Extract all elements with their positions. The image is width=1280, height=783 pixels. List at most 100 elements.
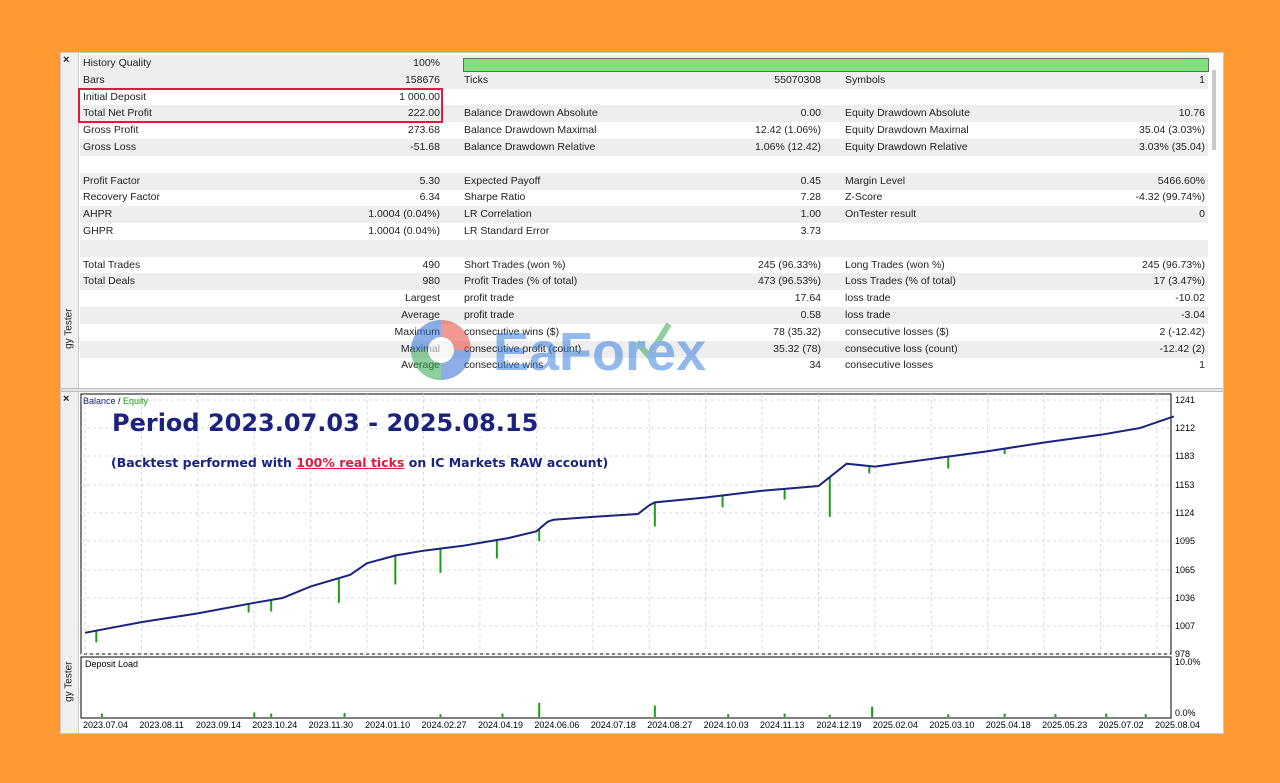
stat-value: 1 000.00 xyxy=(399,90,440,103)
stat-label: profit trade xyxy=(464,292,515,305)
stat-label: Gross Profit xyxy=(83,124,139,137)
stat-label: OnTester result xyxy=(845,208,917,221)
x-tick-label: 2023.10.24 xyxy=(252,720,297,730)
stat-value: 0.00 xyxy=(800,107,821,120)
stat-label: GHPR xyxy=(83,225,114,237)
vertical-scrollbar[interactable] xyxy=(1212,70,1216,150)
stat-label: Sharpe Ratio xyxy=(464,191,526,204)
load-title: Deposit Load xyxy=(85,659,138,669)
stat-label: Recovery Factor xyxy=(83,191,161,204)
stat-value: 273.68 xyxy=(407,124,440,137)
stat-value: 1.0004 (0.04%) xyxy=(368,225,440,237)
stat-value: 158676 xyxy=(404,73,440,86)
x-tick-label: 2024.06.06 xyxy=(534,720,579,730)
stat-label: Profit Factor xyxy=(83,174,141,187)
stat-value: 980 xyxy=(422,275,440,288)
stat-label: Equity Drawdown Maximal xyxy=(845,124,969,137)
chart-legend: Balance / Equity xyxy=(83,396,149,406)
x-tick-label: 2025.08.04 xyxy=(1155,720,1200,730)
stat-label: Equity Drawdown Absolute xyxy=(845,107,970,120)
stats-row: Bars 158676 Ticks 55070308 Symbols 1 xyxy=(80,71,1208,89)
y-tick-label: 1095 xyxy=(1175,536,1195,546)
stat-label: loss trade xyxy=(845,292,891,305)
stat-value: 0 xyxy=(1199,208,1205,221)
stats-row: Largest profit trade 17.64 loss trade -10.02 xyxy=(80,290,1208,307)
x-tick-label: 2025.07.02 xyxy=(1099,720,1144,730)
y-tick-label: 1124 xyxy=(1175,508,1194,518)
stat-label: profit trade xyxy=(464,309,515,321)
stat-label: Total Deals xyxy=(83,275,135,288)
stats-row: AHPR 1.0004 (0.04%) LR Correlation 1.00 OnTe… xyxy=(80,206,1208,224)
stat-label: Ticks xyxy=(464,73,489,86)
y-tick-label: 1183 xyxy=(1175,451,1194,461)
stat-value: 10.76 xyxy=(1178,107,1205,120)
stat-value: 245 (96.33%) xyxy=(757,258,821,271)
x-tick-label: 2024.04.19 xyxy=(478,720,523,730)
y-tick-label: 1007 xyxy=(1175,621,1195,631)
stat-label: Balance Drawdown Absolute xyxy=(464,107,598,120)
x-tick-label: 2023.11.30 xyxy=(309,720,353,730)
stat-label: Bars xyxy=(83,73,105,86)
stats-row: History Quality 100% xyxy=(80,55,1209,72)
stats-row: Profit Factor 5.30 Expected Payoff 0.45 Marg… xyxy=(80,172,1208,190)
stat-value: Average xyxy=(401,309,440,321)
stat-value: 35.32 (78) xyxy=(773,342,821,355)
stat-label: consecutive loss (count) xyxy=(845,342,958,355)
main-plot-frame xyxy=(80,393,1172,655)
stat-value: 17 (3.47%) xyxy=(1153,275,1205,288)
x-tick-label: 2023.09.14 xyxy=(196,720,241,730)
stat-value: 1.06% (12.42) xyxy=(755,141,821,153)
stat-label: Balance Drawdown Relative xyxy=(464,141,596,153)
stat-label: Short Trades (won %) xyxy=(464,258,566,271)
x-tick-label: 2024.01.10 xyxy=(365,720,410,730)
stat-value: 78 (35.32) xyxy=(773,325,821,338)
stat-label: consecutive losses xyxy=(845,359,934,372)
stat-value: -51.68 xyxy=(410,141,440,153)
stat-value: 17.64 xyxy=(794,292,821,305)
stat-label: Initial Deposit xyxy=(83,90,147,103)
y-tick-label: 1241 xyxy=(1175,395,1195,405)
results-stats-panel: History Quality 100% Bars 158676 Ticks 550703… xyxy=(61,53,1223,388)
stat-value: 5466.60% xyxy=(1157,174,1205,187)
x-tick-label: 2023.07.04 xyxy=(83,720,128,730)
stat-value: 1 xyxy=(1199,359,1205,372)
x-tick-label: 2024.08.27 xyxy=(647,720,692,730)
stat-label: LR Correlation xyxy=(464,208,532,221)
stat-value: 473 (96.53%) xyxy=(757,275,821,288)
x-tick-label: 2024.07.18 xyxy=(591,720,636,730)
x-tick-label: 2025.03.10 xyxy=(929,720,974,730)
stat-value: 245 (96.73%) xyxy=(1141,258,1205,271)
y-tick-label: 1036 xyxy=(1175,593,1195,603)
balance-line xyxy=(84,415,1175,634)
stat-value: -10.02 xyxy=(1175,292,1205,305)
strategy-tester-window: × gy Tester History Quality 100% Bars 15867… xyxy=(60,52,1224,734)
stat-label: Profit Trades (% of total) xyxy=(464,275,578,288)
stat-label: Total Net Profit xyxy=(83,107,152,120)
panel-splitter[interactable] xyxy=(61,388,1223,392)
stat-label: Equity Drawdown Relative xyxy=(845,141,968,153)
stat-value: Largest xyxy=(404,292,440,305)
stat-value: 3.73 xyxy=(800,225,821,237)
stat-label: Long Trades (won %) xyxy=(845,258,945,271)
stat-value: 1 xyxy=(1199,73,1205,86)
stat-value: 1.00 xyxy=(800,208,821,221)
stats-row: Gross Profit 273.68 Balance Drawdown Maxim… xyxy=(80,122,1208,139)
subtitle-highlight: 100% real ticks xyxy=(296,455,405,470)
y-tick-label: 978 xyxy=(1175,649,1190,659)
watermark-text: EaForex xyxy=(493,322,706,382)
stats-row: Average profit trade 0.58 loss trade -3.04 xyxy=(80,307,1208,324)
stat-label: consecutive wins xyxy=(464,359,544,372)
stat-value: 6.34 xyxy=(419,191,440,204)
stat-label: consecutive losses ($) xyxy=(845,325,949,338)
legend-balance: Balance xyxy=(83,396,116,406)
close-icon[interactable]: × xyxy=(63,393,70,405)
stat-value: -3.04 xyxy=(1181,309,1205,321)
close-icon[interactable]: × xyxy=(63,54,70,66)
x-tick-label: 2023.08.11 xyxy=(139,720,183,730)
stats-row xyxy=(80,239,1208,257)
stat-value: 0.58 xyxy=(800,309,821,321)
stats-row: GHPR 1.0004 (0.04%) LR Standard Error 3.73 xyxy=(80,223,1208,240)
load-y-tick-label: 0.0% xyxy=(1175,708,1196,718)
stat-label: Gross Loss xyxy=(83,141,137,153)
